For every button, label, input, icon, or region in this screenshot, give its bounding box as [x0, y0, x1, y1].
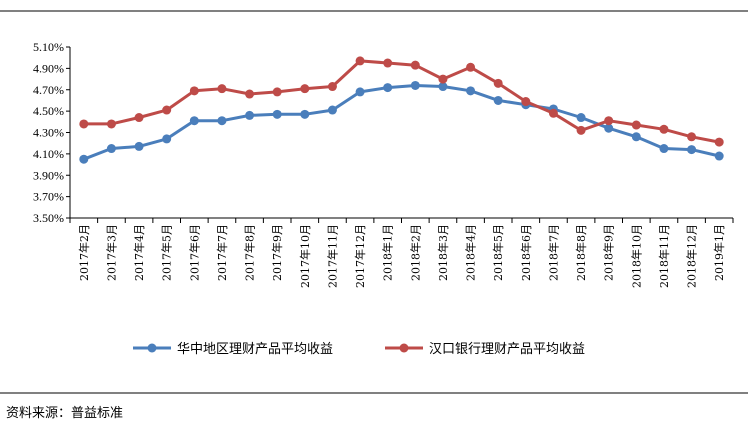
x-tick-label: 2018年10月: [629, 224, 643, 288]
data-point: [493, 78, 503, 88]
data-point: [355, 87, 365, 97]
y-tick-label: 3.50%: [33, 211, 64, 225]
data-point: [604, 116, 614, 126]
data-point: [714, 137, 724, 147]
data-point: [134, 141, 144, 151]
x-tick-label: 2018年4月: [464, 224, 478, 281]
data-point: [300, 84, 310, 94]
y-tick-label: 4.70%: [33, 83, 64, 97]
x-tick-label: 2017年2月: [77, 224, 91, 281]
data-point: [327, 82, 337, 92]
x-tick-label: 2017年10月: [298, 224, 312, 288]
data-point: [714, 151, 724, 161]
y-tick-label: 4.10%: [33, 147, 64, 161]
x-tick-label: 2018年3月: [436, 224, 450, 281]
y-axis: 5.10% 4.90% 4.70% 4.50% 4.30% 4.10% 3.90% 3.70%…: [33, 40, 71, 225]
data-point: [217, 116, 227, 126]
data-point: [134, 113, 144, 123]
data-point: [438, 82, 448, 92]
data-point: [604, 123, 614, 133]
y-tick-label: 4.90%: [33, 61, 64, 75]
data-point: [631, 132, 641, 142]
y-tick-label: 3.90%: [33, 168, 64, 182]
data-point: [162, 134, 172, 144]
data-point: [466, 62, 476, 72]
x-tick-label: 2018年12月: [685, 224, 699, 288]
y-tick-label: 4.30%: [33, 126, 64, 140]
x-tick-label: 2017年4月: [132, 224, 146, 281]
data-point: [272, 109, 282, 119]
x-tick-label: 2018年7月: [546, 224, 560, 281]
legend-label: 汉口银行理财产品平均收益: [429, 342, 585, 357]
legend-label: 华中地区理财产品平均收益: [177, 342, 333, 357]
x-tick-label: 2017年9月: [270, 224, 284, 281]
data-point: [687, 145, 697, 155]
series-line-2: [82, 59, 721, 144]
x-tick-label: 2017年12月: [353, 224, 367, 288]
data-point: [687, 132, 697, 142]
data-point: [576, 125, 586, 135]
data-point: [327, 105, 337, 115]
data-point: [548, 108, 558, 118]
data-point: [631, 120, 641, 130]
y-tick-label: 3.70%: [33, 190, 64, 204]
data-point: [300, 109, 310, 119]
data-point: [79, 119, 89, 129]
data-point: [106, 144, 116, 154]
data-point: [410, 80, 420, 90]
x-tick-label: 2018年5月: [491, 224, 505, 281]
data-point: [355, 56, 365, 66]
x-tick-label: 2017年6月: [187, 224, 201, 281]
data-point: [383, 83, 393, 93]
data-point: [189, 86, 199, 96]
x-tick-label: 2018年11月: [657, 224, 671, 288]
series-line-1: [82, 84, 721, 161]
x-tick-label: 2018年6月: [519, 224, 533, 281]
legend-marker: [147, 343, 157, 353]
data-point: [189, 116, 199, 126]
x-tick-label: 2017年5月: [160, 224, 174, 281]
x-tick-label: 2019年1月: [712, 224, 726, 281]
y-tick-label: 5.10%: [33, 40, 64, 54]
x-tick-label: 2017年11月: [325, 224, 339, 288]
legend: 华中地区理财产品平均收益 汉口银行理财产品平均收益: [133, 342, 585, 357]
data-point: [521, 97, 531, 107]
x-tick-label: 2018年2月: [408, 224, 422, 281]
data-point: [659, 144, 669, 154]
data-point: [272, 87, 282, 97]
data-point: [493, 95, 503, 105]
data-point: [106, 119, 116, 129]
data-point: [438, 74, 448, 84]
data-point: [245, 110, 255, 120]
data-point: [79, 154, 89, 164]
y-tick-label: 4.50%: [33, 104, 64, 118]
data-point: [217, 84, 227, 94]
x-tick-label: 2017年3月: [104, 224, 118, 281]
series-layer: [79, 56, 724, 164]
legend-marker: [399, 343, 409, 353]
data-point: [162, 105, 172, 115]
x-tick-label: 2018年8月: [574, 224, 588, 281]
data-point: [410, 60, 420, 70]
x-tick-label: 2018年9月: [602, 224, 616, 281]
data-point: [383, 58, 393, 68]
data-point: [245, 89, 255, 99]
x-axis: 2017年2月 2017年3月 2017年4月 2017年5月 2017年6月 2017年…: [69, 217, 734, 288]
x-tick-label: 2017年7月: [215, 224, 229, 281]
data-point: [466, 86, 476, 96]
data-point: [576, 113, 586, 123]
x-tick-label: 2017年8月: [243, 224, 257, 281]
x-tick-label: 2018年1月: [381, 224, 395, 281]
source-note: 资料来源：普益标准: [6, 406, 124, 421]
data-point: [659, 124, 669, 134]
